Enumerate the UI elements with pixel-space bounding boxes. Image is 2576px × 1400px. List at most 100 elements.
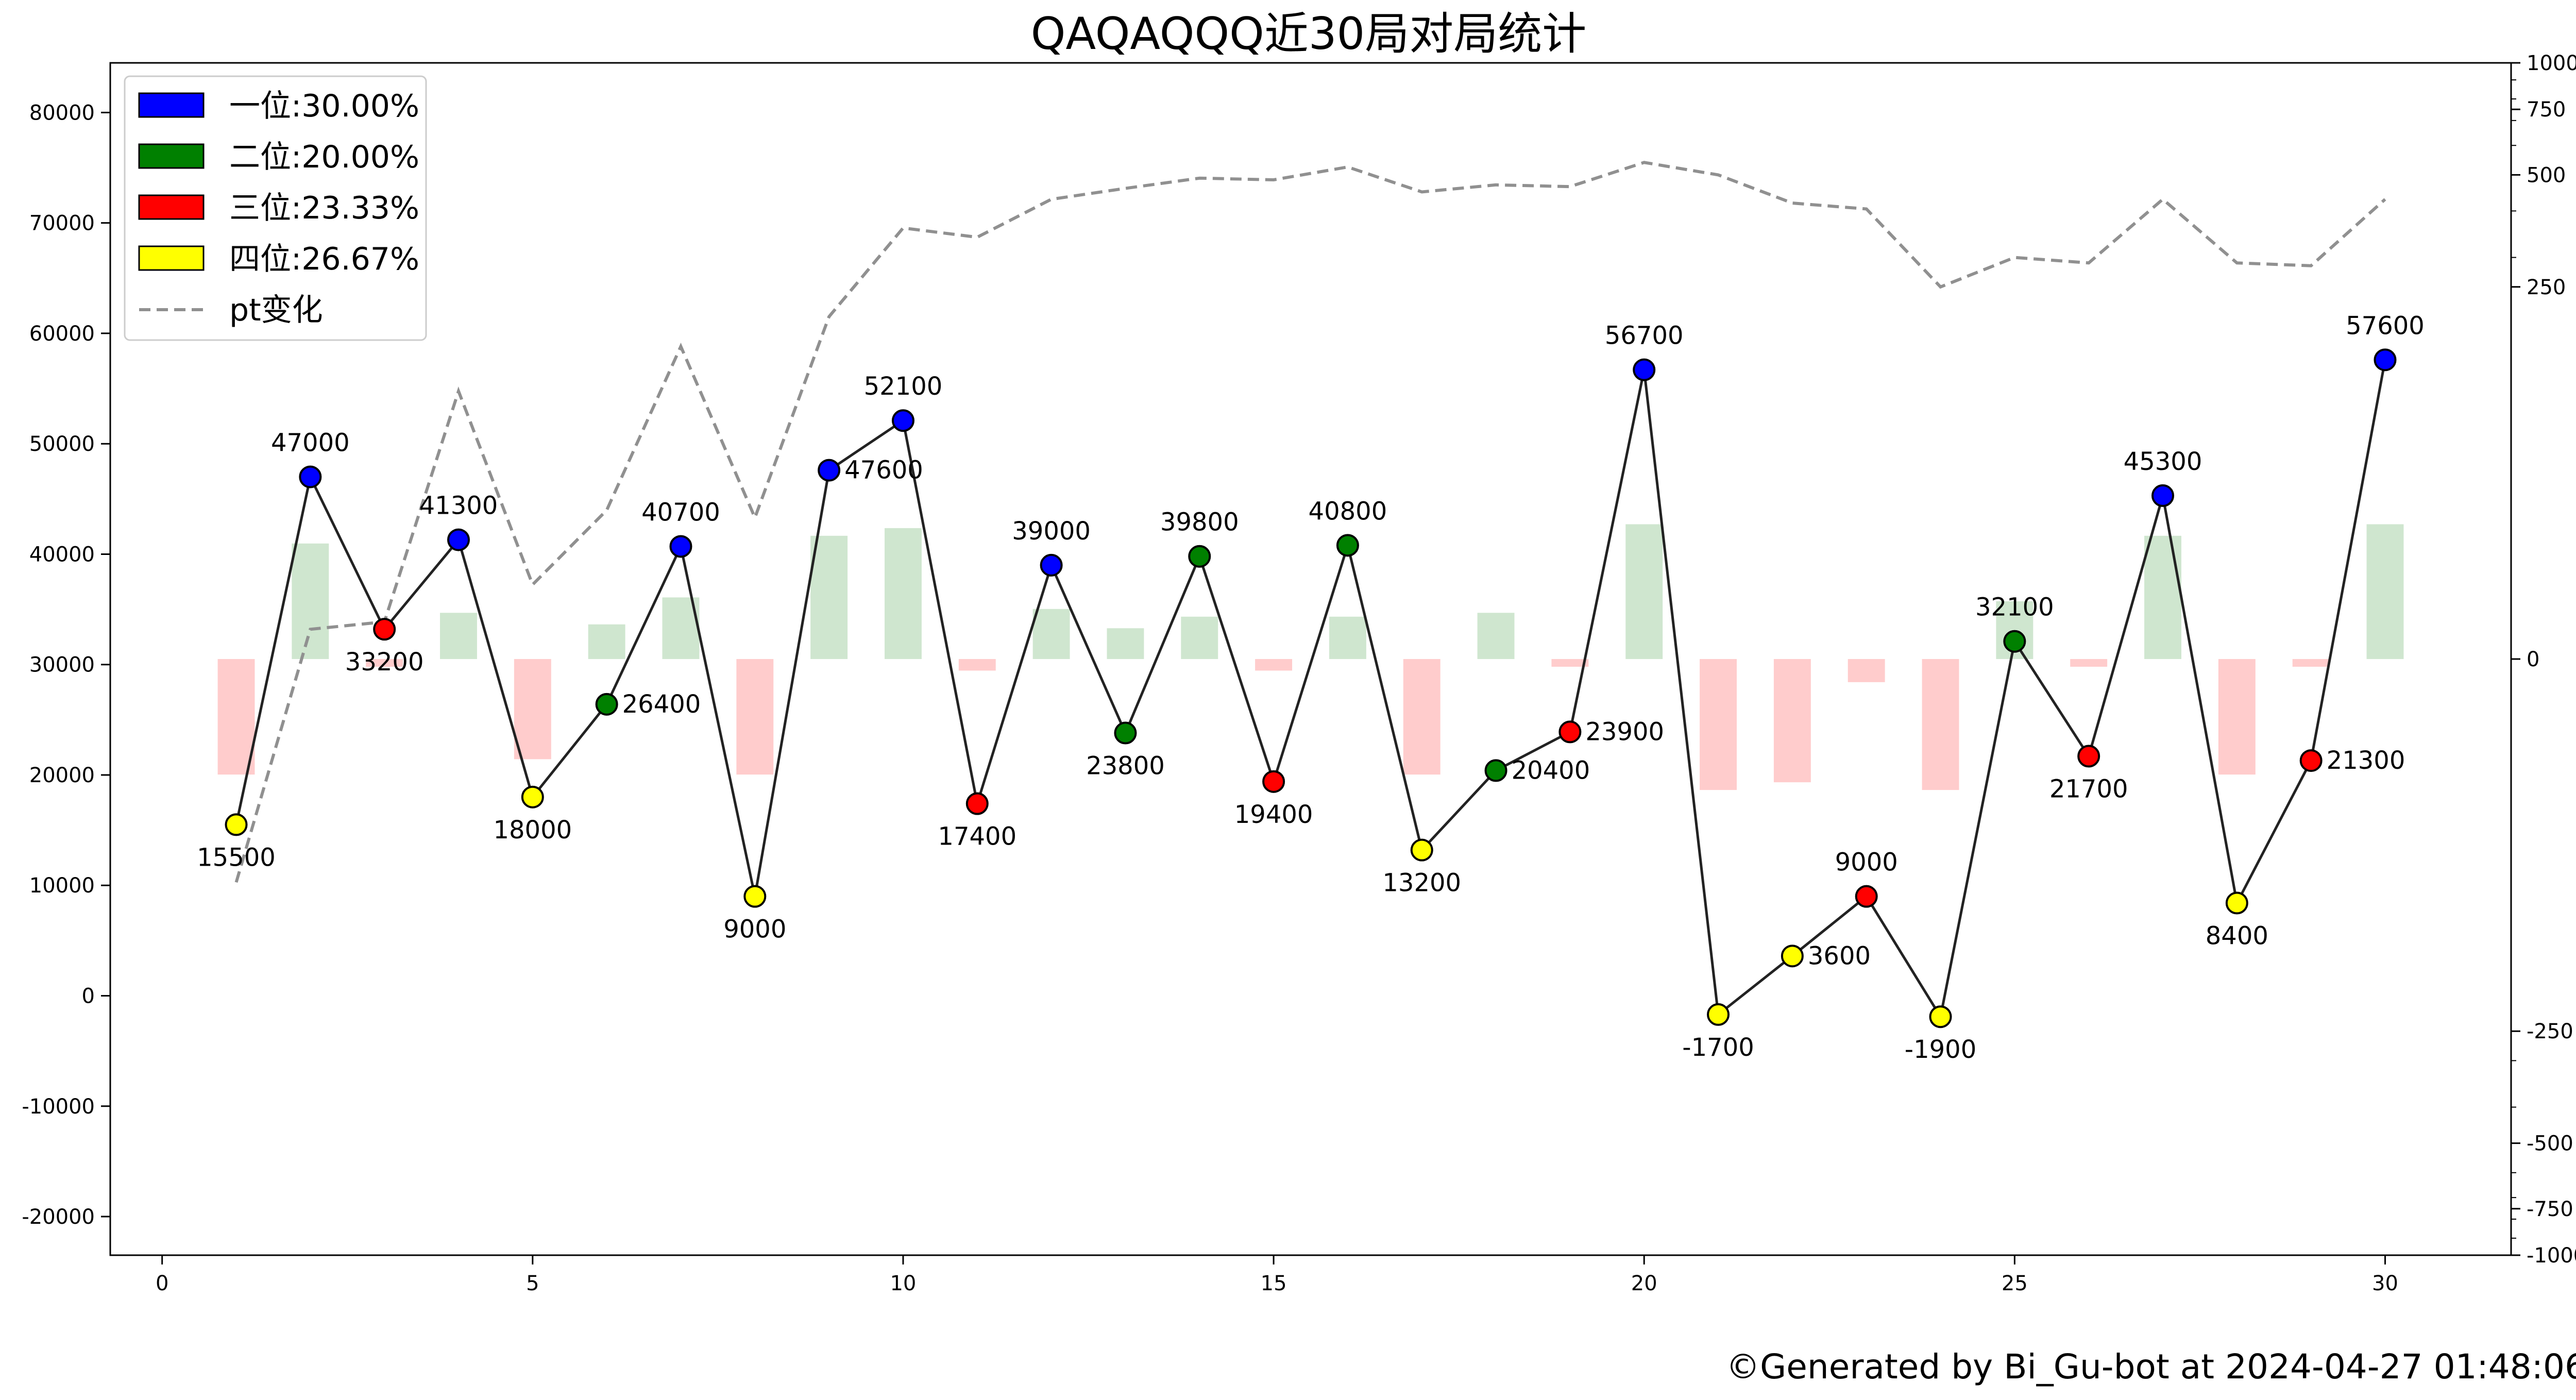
y-left-tick-label-2: 0	[82, 984, 95, 1008]
score-label-19: 23900	[1585, 717, 1664, 746]
score-label-27: 45300	[2124, 447, 2202, 476]
score-marker-24	[1929, 1005, 1952, 1028]
pt-bar-12	[1032, 609, 1070, 659]
x-axis: 0 5 10 15 20 25 30	[156, 1255, 2398, 1295]
pt-bar-21	[1700, 659, 1737, 790]
score-label-18: 20400	[1512, 756, 1590, 785]
score-marker-9	[818, 459, 841, 482]
score-labels: 15500 47000 33200 41300 18000 26400 40700 9000 4…	[197, 311, 2425, 1064]
score-label-6: 26400	[622, 690, 701, 719]
score-marker-8	[743, 885, 767, 908]
pt-bar-6	[588, 624, 625, 659]
y-right-tick-label-7: 750	[2527, 98, 2566, 122]
score-marker-10	[891, 409, 914, 432]
y-right-tick-label-3: -250	[2527, 1020, 2573, 1043]
y-left-tick-label-10: 80000	[29, 101, 95, 125]
score-marker-28	[2225, 891, 2248, 915]
score-marker-16	[1336, 534, 1359, 557]
footer-credit: ©Generated by Bi_Gu-bot at 2024-04-27 01…	[1726, 1347, 2576, 1387]
pt-bar-24	[1922, 659, 1959, 790]
pt-change-bars	[217, 524, 2404, 790]
pt-bar-17	[1403, 659, 1440, 775]
pt-bar-27	[2144, 535, 2181, 659]
pt-bar-18	[1477, 613, 1515, 659]
score-label-10: 52100	[864, 372, 943, 401]
pt-bar-13	[1107, 628, 1144, 659]
y-axis-left: -20000 -10000 0 10000 20000 30000 40000 50000 60…	[22, 101, 110, 1229]
score-label-25: 32100	[1975, 593, 2054, 622]
pt-bar-29	[2292, 659, 2330, 667]
pt-bar-2	[292, 543, 329, 659]
legend-label-1: 一位:30.00%	[229, 88, 419, 124]
score-marker-11	[965, 792, 989, 815]
score-label-17: 13200	[1382, 869, 1461, 898]
y-right-tick-label-5: 250	[2527, 276, 2566, 299]
score-marker-17	[1410, 838, 1433, 862]
score-label-29: 21300	[2327, 746, 2405, 775]
pt-bar-28	[2218, 659, 2256, 775]
pt-bar-15	[1255, 659, 1293, 671]
score-label-24: -1900	[1905, 1035, 1976, 1064]
x-tick-label-4: 20	[1631, 1272, 1657, 1295]
pt-bar-8	[736, 659, 774, 775]
score-marker-15	[1262, 770, 1285, 793]
score-marker-2	[299, 465, 322, 488]
y-right-tick-label-4: 0	[2527, 648, 2539, 671]
legend-label-3: 三位:23.33%	[229, 190, 419, 226]
score-label-5: 18000	[493, 816, 572, 845]
score-label-28: 8400	[2206, 922, 2268, 951]
legend-label-5: pt变化	[229, 292, 323, 328]
y-right-tick-label-8: 1000	[2527, 52, 2576, 75]
y-left-tick-label-0: -20000	[22, 1205, 95, 1229]
score-marker-25	[2003, 630, 2026, 653]
legend-swatch-4	[138, 245, 205, 271]
x-tick-label-6: 30	[2372, 1272, 2398, 1295]
score-label-22: 3600	[1808, 941, 1871, 970]
legend-box	[124, 75, 427, 341]
y-left-tick-label-7: 50000	[29, 432, 95, 456]
y-right-tick-label-2: -500	[2527, 1132, 2573, 1156]
pt-bar-19	[1551, 659, 1589, 667]
x-tick-label-0: 0	[156, 1272, 168, 1295]
score-marker-4	[447, 528, 470, 551]
score-marker-3	[373, 618, 396, 641]
score-marker-20	[1633, 358, 1656, 381]
legend-label-4: 四位:26.67%	[229, 241, 419, 277]
score-marker-6	[595, 693, 618, 716]
score-marker-29	[2299, 749, 2323, 772]
pt-bar-10	[884, 528, 922, 659]
y-left-tick-label-9: 70000	[29, 212, 95, 235]
y-left-tick-label-6: 40000	[29, 543, 95, 566]
y-left-tick-label-3: 10000	[29, 874, 95, 898]
pt-bar-9	[810, 535, 848, 659]
score-label-3: 33200	[345, 648, 424, 677]
score-label-11: 17400	[938, 822, 1016, 851]
score-marker-30	[2374, 348, 2397, 372]
score-label-15: 19400	[1234, 800, 1313, 829]
score-label-2: 47000	[271, 428, 350, 457]
score-marker-27	[2151, 484, 2175, 507]
chart-title: QAQAQQQ近30局对局统计	[1031, 8, 1587, 60]
pt-bar-4	[440, 613, 477, 659]
score-marker-26	[2077, 745, 2100, 768]
score-label-30: 57600	[2346, 311, 2425, 340]
y-left-tick-label-1: -10000	[22, 1095, 95, 1119]
score-label-9: 47600	[844, 456, 923, 485]
score-marker-13	[1114, 721, 1137, 745]
pt-bar-30	[2366, 524, 2404, 659]
pt-bar-23	[1848, 659, 1885, 682]
score-marker-12	[1040, 553, 1063, 577]
score-polyline	[235, 359, 2386, 1020]
y-left-tick-label-4: 20000	[29, 764, 95, 787]
score-line	[235, 359, 2386, 1020]
x-tick-label-3: 15	[1261, 1272, 1287, 1295]
score-marker-21	[1707, 1003, 1730, 1026]
score-label-16: 40800	[1309, 497, 1387, 526]
score-marker-18	[1484, 759, 1507, 782]
pt-total-line	[234, 161, 2386, 883]
score-markers	[225, 348, 2397, 1028]
score-label-20: 56700	[1605, 322, 1684, 350]
x-tick-label-5: 25	[2002, 1272, 2028, 1295]
y-right-tick-label-0: -1000	[2527, 1244, 2576, 1268]
